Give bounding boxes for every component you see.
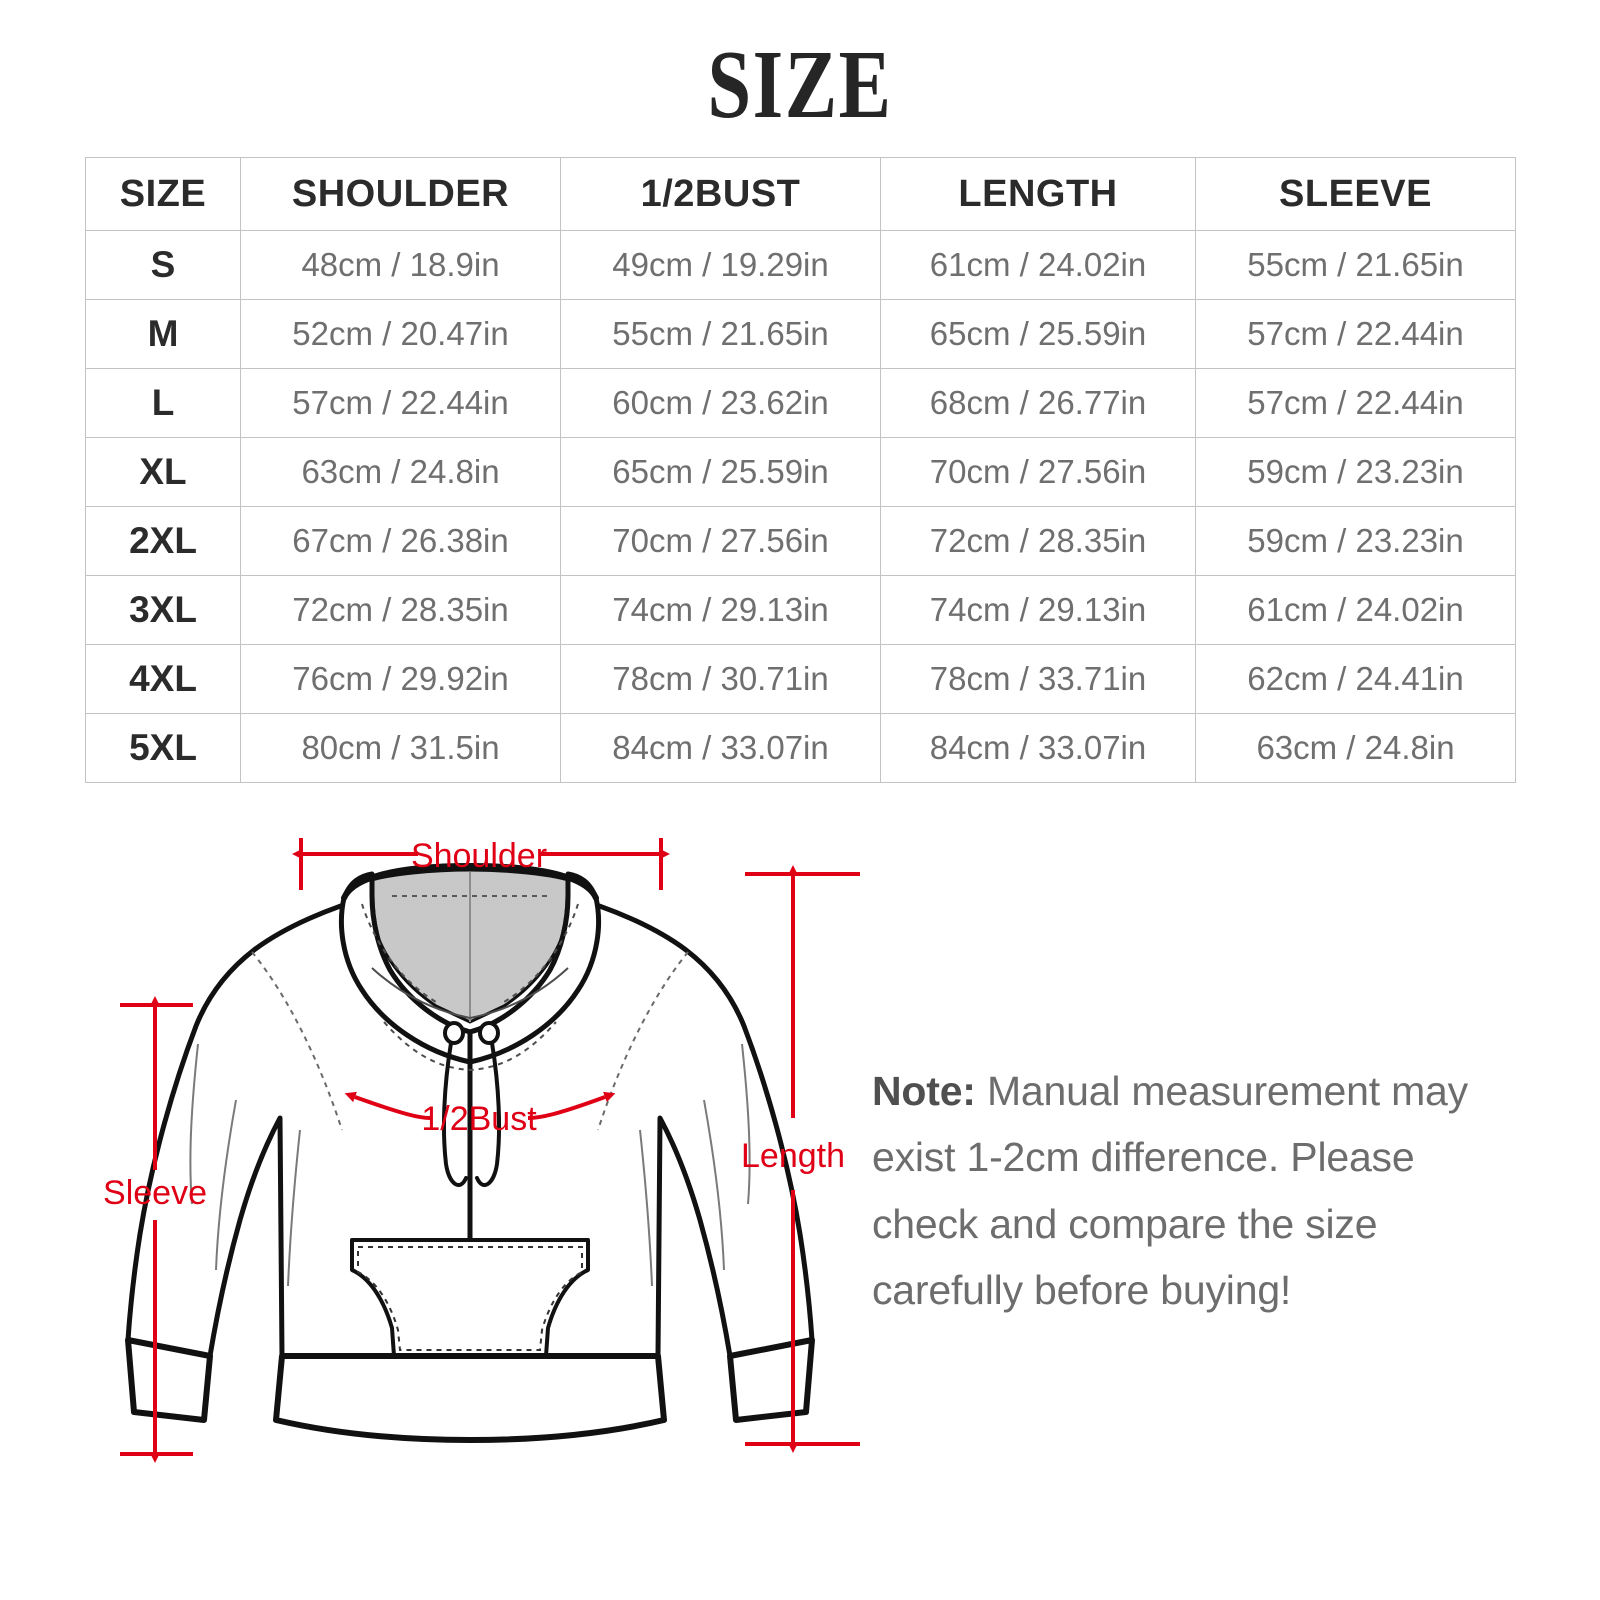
length-measurement: Length — [741, 865, 860, 1453]
bust-arrow-left — [344, 1091, 431, 1120]
column-header-length: LENGTH — [880, 157, 1196, 231]
shoulder-seam-right — [597, 951, 689, 1131]
cell-bust: 78cm / 30.71in — [560, 644, 881, 714]
cell-shoulder: 76cm / 29.92in — [240, 644, 561, 714]
column-header-bust: 1/2BUST — [560, 157, 881, 231]
cell-size: L — [85, 368, 241, 438]
cuff-left — [125, 1337, 213, 1423]
bust-measurement: 1/2Bust — [344, 1091, 616, 1138]
table-row: 3XL 72cm / 28.35in 74cm / 29.13in 74cm /… — [85, 575, 1516, 645]
sleeve-fold-right-b — [703, 1099, 725, 1271]
cell-bust: 65cm / 25.59in — [560, 437, 881, 507]
cell-shoulder: 80cm / 31.5in — [240, 713, 561, 783]
hood-fold-right — [469, 967, 569, 1019]
cell-sleeve: 57cm / 22.44in — [1195, 299, 1516, 369]
cell-length: 78cm / 33.71in — [880, 644, 1196, 714]
sleeve-label: Sleeve — [103, 1174, 207, 1212]
cell-shoulder: 52cm / 20.47in — [240, 299, 561, 369]
cell-sleeve: 61cm / 24.02in — [1195, 575, 1516, 645]
table-header-row: SIZE SHOULDER 1/2BUST LENGTH SLEEVE — [85, 157, 1516, 231]
length-label: Length — [741, 1137, 845, 1175]
table-row: XL 63cm / 24.8in 65cm / 25.59in 70cm / 2… — [85, 437, 1516, 507]
shoulder-label: Shoulder — [411, 837, 547, 875]
hood-fold-left — [371, 967, 471, 1019]
cell-length: 65cm / 25.59in — [880, 299, 1196, 369]
cell-bust: 74cm / 29.13in — [560, 575, 881, 645]
cell-size: 2XL — [85, 506, 241, 576]
bust-label: 1/2Bust — [421, 1100, 537, 1138]
cell-size: S — [85, 230, 241, 300]
hem-rib — [273, 1353, 667, 1443]
table-row: L 57cm / 22.44in 60cm / 23.62in 68cm / 2… — [85, 368, 1516, 438]
column-header-shoulder: SHOULDER — [240, 157, 561, 231]
table-row: M 52cm / 20.47in 55cm / 21.65in 65cm / 2… — [85, 299, 1516, 369]
hood-stitch-right — [503, 903, 579, 1003]
cell-shoulder: 72cm / 28.35in — [240, 575, 561, 645]
hood-rim — [341, 862, 599, 901]
table-row: S 48cm / 18.9in 49cm / 19.29in 61cm / 24… — [85, 230, 1516, 300]
cell-length: 84cm / 33.07in — [880, 713, 1196, 783]
cell-sleeve: 59cm / 23.23in — [1195, 437, 1516, 507]
cell-bust: 70cm / 27.56in — [560, 506, 881, 576]
column-header-sleeve: SLEEVE — [1195, 157, 1516, 231]
pocket-stitch — [357, 1246, 583, 1351]
cell-sleeve: 59cm / 23.23in — [1195, 506, 1516, 576]
sleeve-fold-left-b — [215, 1099, 237, 1271]
body-fold-left — [287, 1129, 301, 1287]
cell-bust: 55cm / 21.65in — [560, 299, 881, 369]
shoulder-seam-left — [251, 951, 343, 1131]
table-row: 4XL 76cm / 29.92in 78cm / 30.71in 78cm /… — [85, 644, 1516, 714]
column-header-size: SIZE — [85, 157, 241, 231]
table-row: 5XL 80cm / 31.5in 84cm / 33.07in 84cm / … — [85, 713, 1516, 783]
size-chart-table: SIZE SHOULDER 1/2BUST LENGTH SLEEVE S 48… — [85, 157, 1516, 783]
cell-length: 70cm / 27.56in — [880, 437, 1196, 507]
page-title: SIZE — [707, 31, 893, 139]
cell-length: 74cm / 29.13in — [880, 575, 1196, 645]
drawstring-left — [441, 1041, 468, 1187]
cell-length: 61cm / 24.02in — [880, 230, 1196, 300]
cuff-right — [727, 1337, 815, 1423]
sleeve-measurement: Sleeve — [103, 996, 207, 1463]
cell-sleeve: 55cm / 21.65in — [1195, 230, 1516, 300]
measurement-note: Note: Manual measurement may exist 1-2cm… — [872, 1058, 1492, 1324]
eyelet-right — [478, 1021, 500, 1045]
cell-shoulder: 63cm / 24.8in — [240, 437, 561, 507]
cell-bust: 49cm / 19.29in — [560, 230, 881, 300]
cell-shoulder: 57cm / 22.44in — [240, 368, 561, 438]
cell-shoulder: 48cm / 18.9in — [240, 230, 561, 300]
sleeve-fold-left-a — [189, 1043, 199, 1205]
neckline-stitch — [383, 1021, 557, 1072]
hood-stitch-left — [361, 903, 437, 1003]
cell-size: XL — [85, 437, 241, 507]
cell-size: 5XL — [85, 713, 241, 783]
eyelet-left — [443, 1021, 465, 1045]
cell-size: M — [85, 299, 241, 369]
cell-sleeve: 57cm / 22.44in — [1195, 368, 1516, 438]
cell-size: 3XL — [85, 575, 241, 645]
cell-length: 72cm / 28.35in — [880, 506, 1196, 576]
shoulder-measurement: Shoulder — [292, 837, 670, 890]
bust-arrow-right — [527, 1091, 616, 1120]
note-label: Note: — [872, 1068, 976, 1114]
hoodie-measurement-diagram: Shoulder 1/2Bust Length Sleeve — [0, 800, 860, 1540]
cell-sleeve: 63cm / 24.8in — [1195, 713, 1516, 783]
cell-sleeve: 62cm / 24.41in — [1195, 644, 1516, 714]
cell-length: 68cm / 26.77in — [880, 368, 1196, 438]
cell-size: 4XL — [85, 644, 241, 714]
drawstring-right — [475, 1041, 502, 1187]
hoodie-illustration — [125, 862, 815, 1443]
cell-shoulder: 67cm / 26.38in — [240, 506, 561, 576]
body-fold-right — [639, 1129, 653, 1287]
table-row: 2XL 67cm / 26.38in 70cm / 27.56in 72cm /… — [85, 506, 1516, 576]
sleeve-fold-right-a — [741, 1043, 751, 1205]
cell-bust: 60cm / 23.62in — [560, 368, 881, 438]
cell-bust: 84cm / 33.07in — [560, 713, 881, 783]
note-text: Manual measurement may exist 1-2cm diffe… — [872, 1068, 1468, 1314]
